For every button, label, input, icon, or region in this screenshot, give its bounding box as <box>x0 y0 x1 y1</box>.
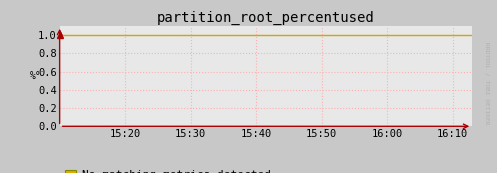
Text: RRDTOOL / TOBI OETIKER: RRDTOOL / TOBI OETIKER <box>485 42 490 124</box>
Title: partition_root_percentused: partition_root_percentused <box>157 11 375 25</box>
Y-axis label: %°: %° <box>29 71 41 81</box>
Legend: No matching metrics detected: No matching metrics detected <box>65 170 271 173</box>
